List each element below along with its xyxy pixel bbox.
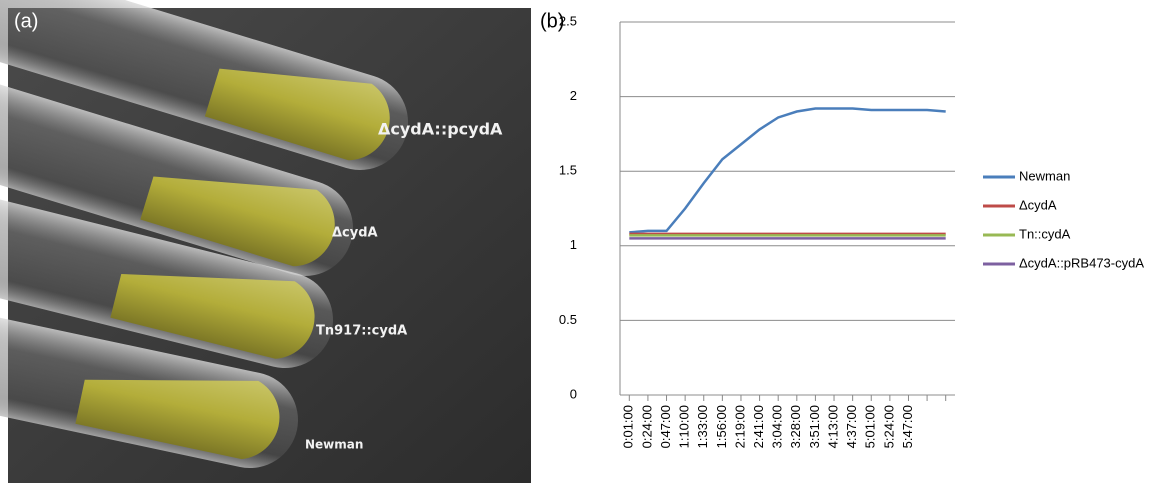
y-tick-label: 0	[570, 386, 577, 401]
tube-label: ΔcydA::pcydA	[378, 120, 503, 139]
y-tick-label: 2	[570, 88, 577, 103]
tube	[0, 59, 353, 276]
x-tick-label: 1:33:00	[695, 405, 710, 448]
x-tick-label: 2:41:00	[751, 405, 766, 448]
series-line	[629, 107, 946, 234]
legend-label: Newman	[1019, 168, 1070, 183]
x-tick-label: 2:19:00	[732, 405, 747, 448]
legend-label: Tn::cydA	[1019, 226, 1071, 241]
y-tick-label: 0.5	[559, 312, 577, 327]
tube-label: ΔcydA	[332, 226, 378, 241]
x-tick-label: 3:04:00	[770, 405, 785, 448]
x-tick-label: 0:24:00	[639, 405, 654, 448]
tube	[0, 171, 333, 368]
x-tick-label: 1:56:00	[714, 405, 729, 448]
legend-label: ΔcydA	[1019, 197, 1057, 212]
panel-label: (b)	[540, 10, 564, 32]
x-tick-label: 3:51:00	[807, 405, 822, 448]
tube	[0, 0, 408, 170]
y-tick-label: 1.5	[559, 163, 577, 178]
panel-label: (a)	[14, 10, 38, 32]
y-tick-label: 2.5	[559, 13, 577, 28]
tube	[0, 285, 298, 468]
photo-panel: (a) ΔcydA::pcydA ΔcydA Tn917::cydA Newma…	[0, 0, 531, 483]
y-tick-label: 1	[570, 237, 577, 252]
x-tick-label: 1:10:00	[677, 405, 692, 448]
x-tick-label: 4:13:00	[825, 405, 840, 448]
tube-label: Newman	[305, 438, 363, 452]
x-tick-label: 3:28:00	[788, 405, 803, 448]
x-tick-label: 4:37:00	[844, 405, 859, 448]
x-tick-label: 0:47:00	[658, 405, 673, 448]
x-tick-label: 5:24:00	[881, 405, 896, 448]
x-tick-label: 5:47:00	[900, 405, 915, 448]
x-tick-label: 0:01:00	[621, 405, 636, 448]
legend-label: ΔcydA::pRB473-cydA	[1019, 255, 1144, 270]
tube-label: Tn917::cydA	[316, 324, 407, 339]
x-tick-label: 5:01:00	[863, 405, 878, 448]
